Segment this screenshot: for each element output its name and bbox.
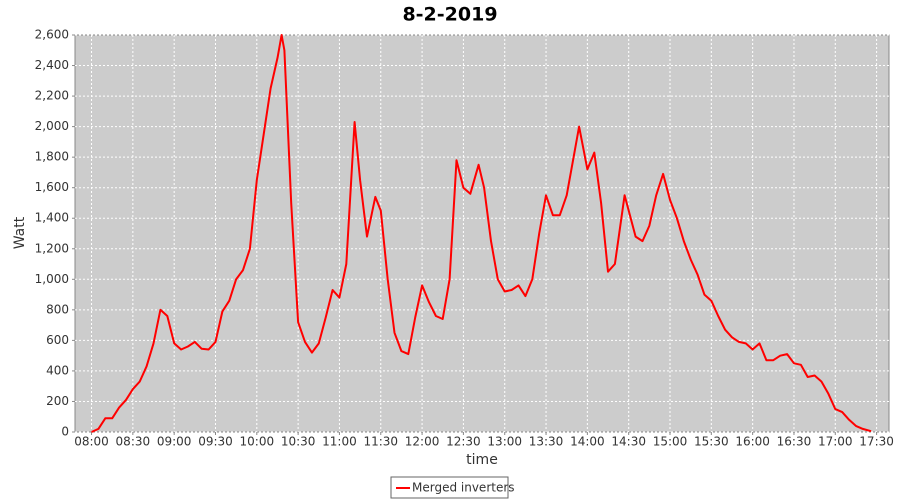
y-axis-label: Watt	[12, 216, 28, 249]
y-tick-label: 2,400	[35, 58, 69, 72]
line-series	[91, 34, 872, 433]
x-tick-label: 08:00	[74, 435, 109, 449]
y-tick-label: 1,800	[35, 150, 69, 164]
x-tick-label: 12:00	[405, 435, 440, 449]
x-tick-label: 13:30	[529, 435, 564, 449]
y-tick-label: 600	[46, 333, 69, 347]
x-tick-label: 12:30	[446, 435, 481, 449]
x-tick-label: 16:00	[735, 435, 770, 449]
x-tick-label: 13:00	[487, 435, 522, 449]
x-tick-label: 15:30	[694, 435, 729, 449]
y-tick-label: 400	[46, 363, 69, 377]
x-tick-label: 14:00	[570, 435, 605, 449]
y-tick-label: 0	[61, 425, 69, 439]
x-tick-label: 09:00	[157, 435, 192, 449]
y-tick-label: 1,400	[35, 211, 69, 225]
y-tick-label: 800	[46, 302, 69, 316]
x-axis-label: time	[466, 452, 498, 468]
y-tick-label: 1,000	[35, 272, 69, 286]
y-tick-label: 1,600	[35, 180, 69, 194]
legend-label: Merged inverters	[412, 481, 515, 495]
x-tick-label: 17:00	[818, 435, 853, 449]
y-tick-label: 2,200	[35, 89, 69, 103]
legend	[390, 476, 509, 499]
x-tick-label: 14:30	[611, 435, 646, 449]
x-tick-label: 17:30	[859, 435, 894, 449]
x-tick-label: 11:30	[363, 435, 398, 449]
x-tick-label: 09:30	[198, 435, 233, 449]
x-tick-label: 11:00	[322, 435, 357, 449]
x-tick-label: 10:00	[240, 435, 275, 449]
x-tick-label: 08:30	[116, 435, 151, 449]
y-tick-label: 2,000	[35, 119, 69, 133]
x-tick-label: 15:00	[653, 435, 688, 449]
y-tick-label: 1,200	[35, 241, 69, 255]
plot-area	[74, 34, 890, 433]
y-tick-label: 2,600	[35, 28, 69, 42]
chart-title: 8-2-2019	[402, 4, 497, 26]
y-tick-label: 200	[46, 394, 69, 408]
x-tick-label: 16:30	[777, 435, 812, 449]
x-tick-label: 10:30	[281, 435, 316, 449]
